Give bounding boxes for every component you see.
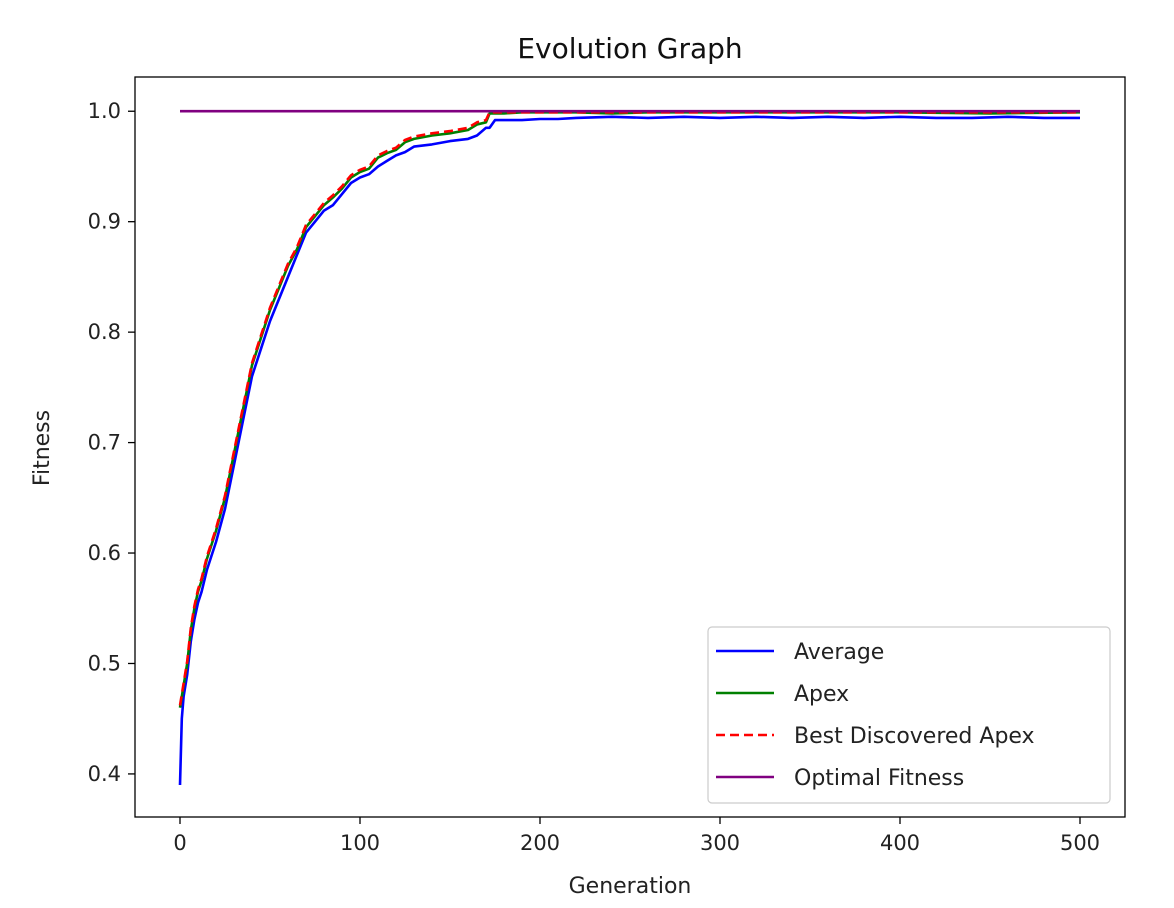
y-axis-title: Fitness	[30, 410, 55, 486]
y-tick-label: 0.8	[88, 320, 121, 344]
x-tick-label: 400	[880, 831, 920, 855]
y-tick-label: 0.7	[88, 431, 121, 455]
x-tick-label: 100	[340, 831, 380, 855]
x-tick-label: 500	[1060, 831, 1100, 855]
legend-label-2: Best Discovered Apex	[794, 724, 1035, 749]
x-axis-ticks: 0 100 200 300 400 500	[173, 817, 1100, 855]
series-line-2	[178, 111, 1080, 706]
plot-frame	[134, 76, 1126, 818]
y-tick-label: 0.9	[88, 210, 121, 234]
legend-label-0: Average	[794, 640, 884, 665]
y-tick-label: 0.5	[88, 651, 121, 675]
x-axis-title: Generation	[569, 874, 692, 899]
legend: Average Apex Best Discovered Apex Optimal F…	[707, 626, 1111, 804]
x-tick-label: 0	[173, 831, 186, 855]
x-tick-label: 200	[520, 831, 560, 855]
legend-label-1: Apex	[794, 682, 849, 707]
series-layer	[178, 109, 1081, 786]
chart-title: Evolution Graph	[517, 32, 742, 65]
y-tick-label: 0.4	[88, 762, 121, 786]
y-tick-label: 1.0	[88, 99, 121, 123]
legend-label-3: Optimal Fitness	[794, 766, 964, 791]
y-axis-ticks: 0.4 0.5 0.6 0.7 0.8 0.9 1.0	[88, 99, 135, 786]
legend-box	[707, 626, 1111, 804]
series-line-0	[178, 115, 1080, 786]
y-tick-label: 0.6	[88, 541, 121, 565]
x-tick-label: 300	[700, 831, 740, 855]
